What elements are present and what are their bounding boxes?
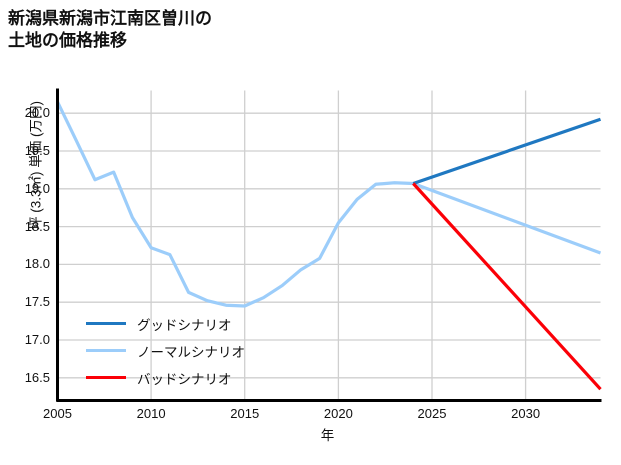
x-tick-label: 2025 <box>417 405 447 421</box>
legend-label-normal: ノーマルシナリオ <box>137 344 245 360</box>
x-tick-label: 2020 <box>323 405 353 421</box>
legend-swatch-bad-icon <box>86 375 126 380</box>
x-axis-label: 年 <box>320 428 335 443</box>
legend-label-good: グッドシナリオ <box>137 317 232 333</box>
y-tick-label: 17.5 <box>24 294 50 310</box>
y-tick-label: 16.5 <box>24 369 50 385</box>
y-tick-label: 18.0 <box>24 256 50 272</box>
chart-title: 新潟県新潟市江南区曽川の 土地の価格推移 <box>8 9 212 51</box>
x-tick-label: 2030 <box>511 405 541 421</box>
legend-label-bad: バッドシナリオ <box>137 371 232 387</box>
chart-legend: グッドシナリオ ノーマルシナリオ バッドシナリオ <box>86 310 296 391</box>
y-tick-label: 17.0 <box>24 332 50 347</box>
y-tick-label: 20.0 <box>24 105 50 121</box>
x-tick-label: 2010 <box>136 405 166 421</box>
y-axis-label: 坪 (3.3㎡) 単価 (万円) <box>28 101 44 231</box>
legend-swatch-normal-icon <box>86 348 126 353</box>
y-tick-label: 19.5 <box>24 142 50 158</box>
x-tick-label: 2015 <box>230 405 260 421</box>
y-tick-label: 19.0 <box>24 180 50 196</box>
y-tick-label: 18.5 <box>24 218 50 234</box>
legend-item-bad: バッドシナリオ <box>86 364 296 391</box>
legend-item-good: グッドシナリオ <box>86 310 296 337</box>
legend-item-normal: ノーマルシナリオ <box>86 337 296 364</box>
legend-swatch-good-icon <box>86 321 126 326</box>
x-tick-label: 2005 <box>43 405 72 421</box>
